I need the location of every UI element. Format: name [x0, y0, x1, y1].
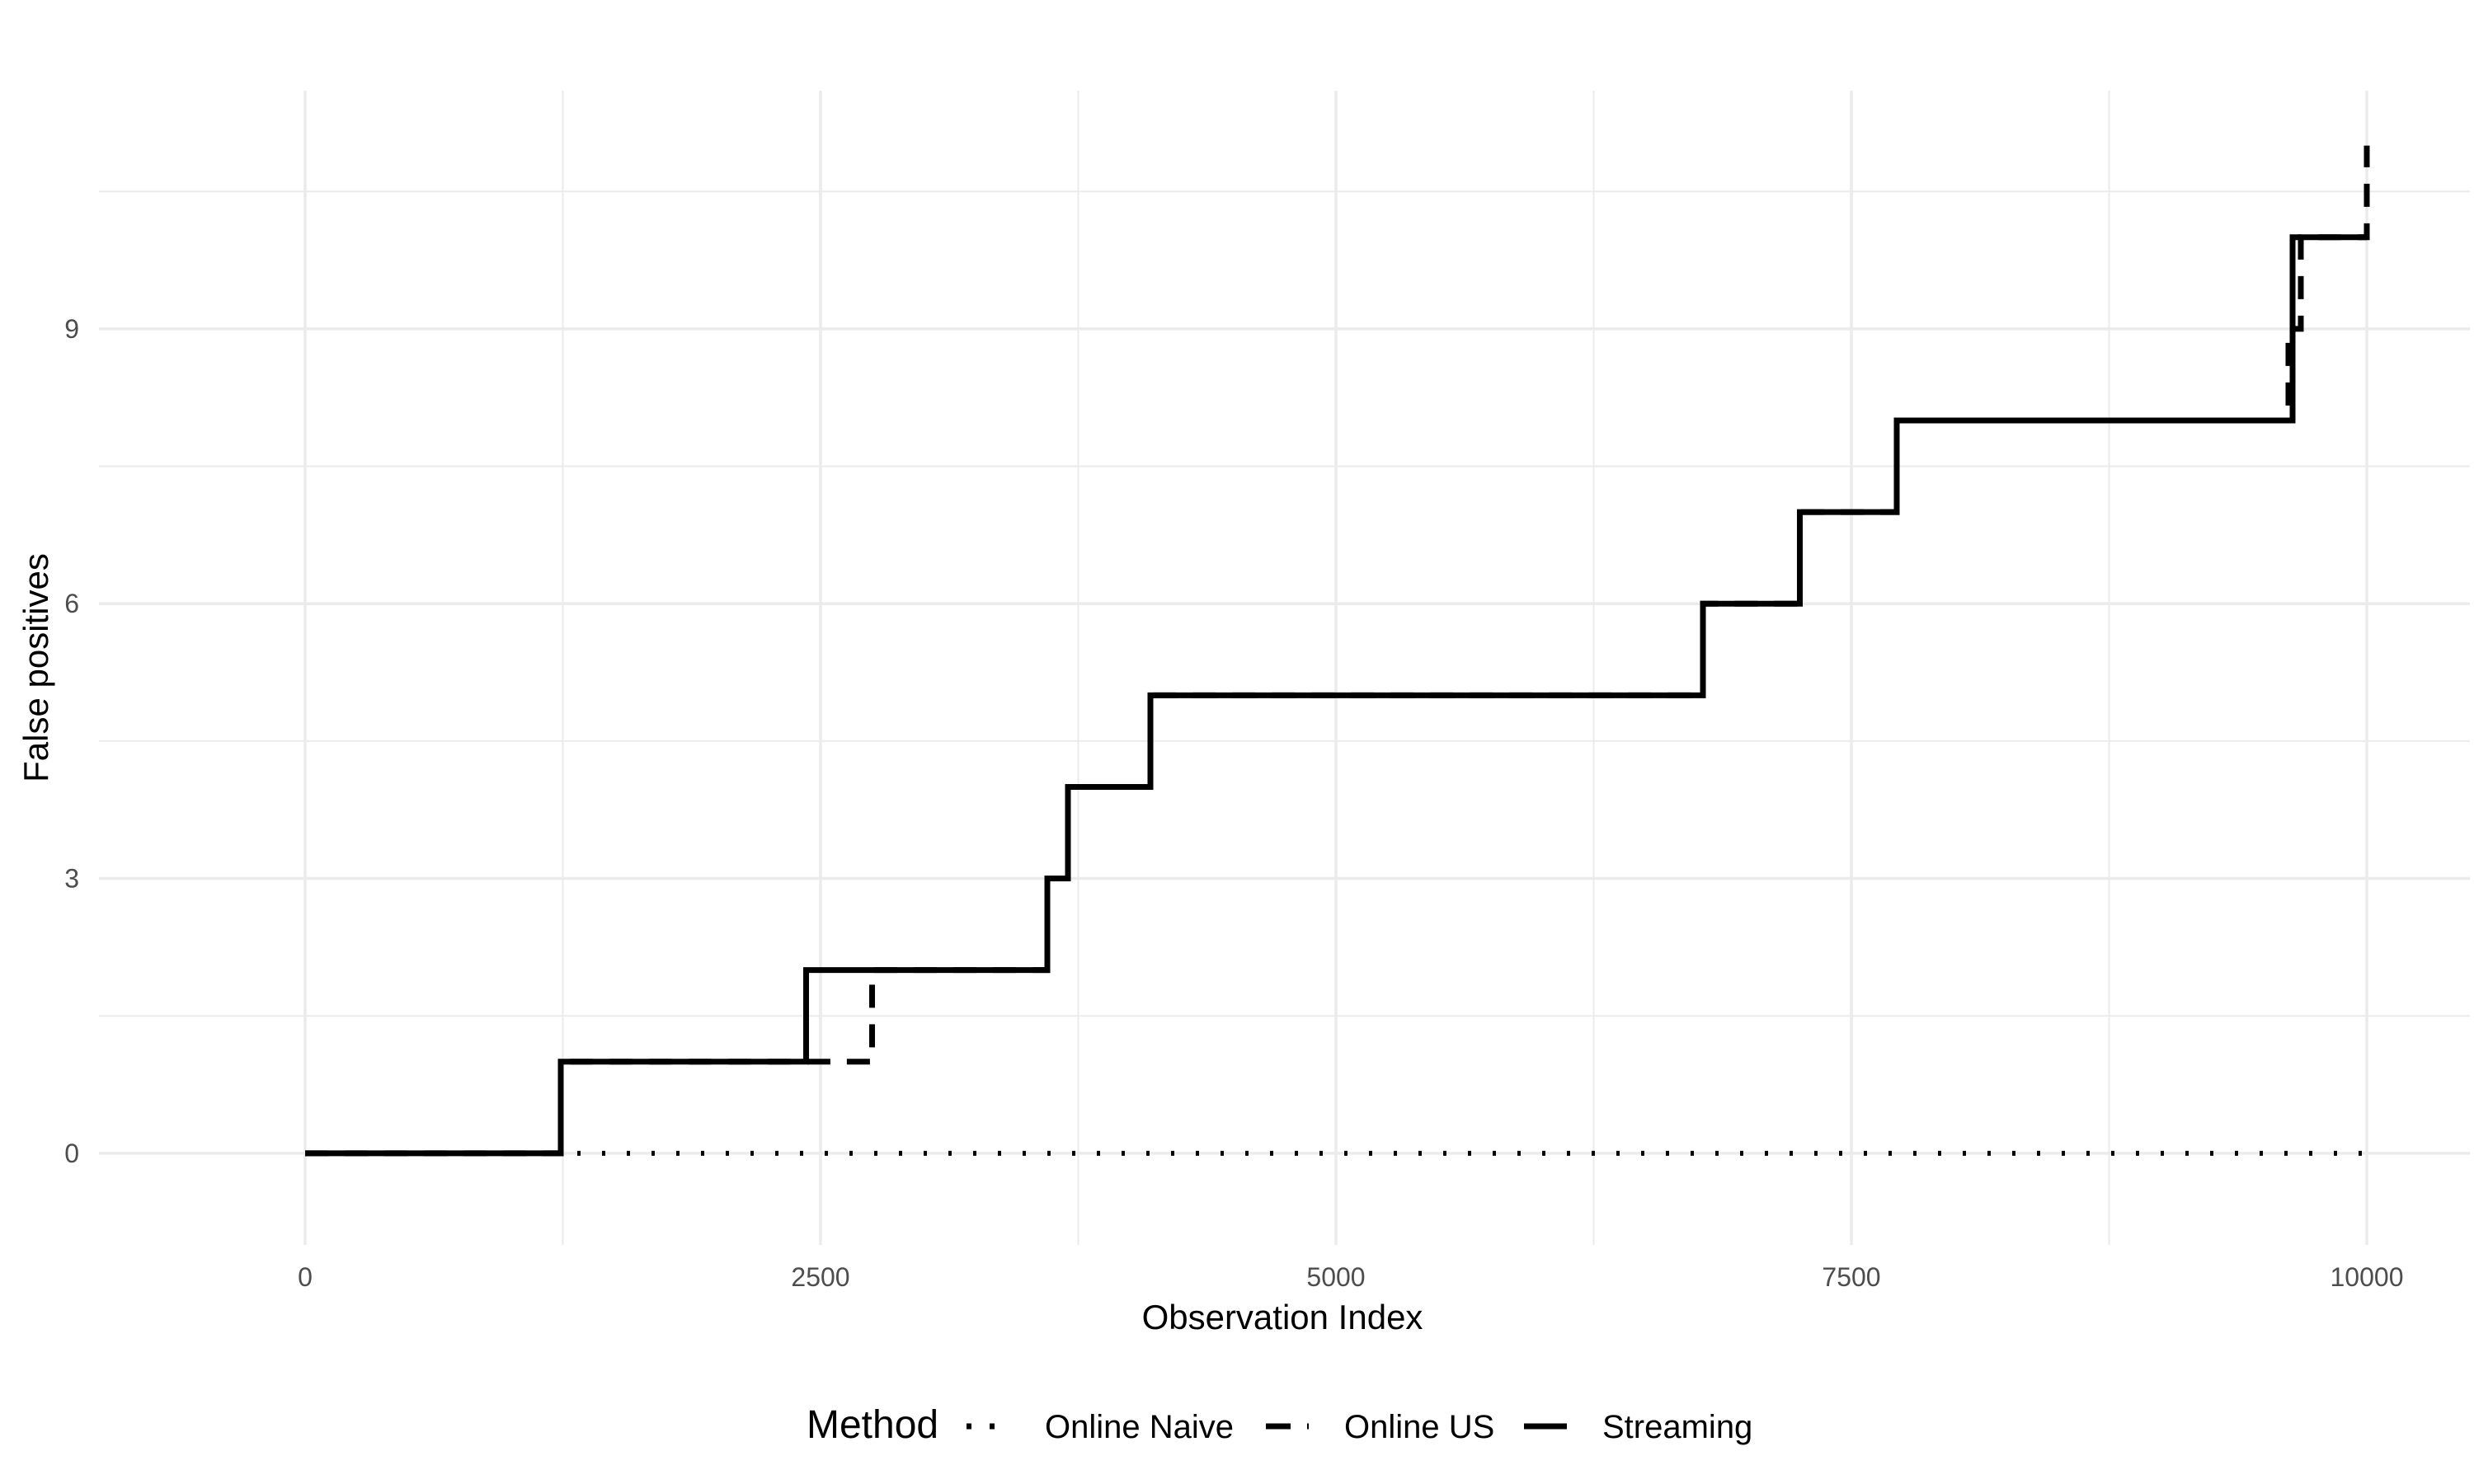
legend-label: Online Naive: [1045, 1409, 1234, 1445]
x-tick-label: 0: [298, 1262, 313, 1292]
y-tick-label: 6: [64, 589, 79, 618]
tick-labels: 0 2500 5000 7500 10000 0 3 6 9: [64, 314, 2403, 1292]
series-layer: [305, 145, 2370, 1157]
legend-label: Online US: [1344, 1409, 1494, 1445]
x-tick-label: 5000: [1306, 1262, 1365, 1292]
legend-label: Streaming: [1602, 1409, 1752, 1445]
x-tick-label: 2500: [791, 1262, 849, 1292]
x-tick-label: 7500: [1822, 1262, 1880, 1292]
grid: [99, 91, 2470, 1245]
y-axis-title: False positives: [16, 553, 55, 782]
y-tick-label: 0: [64, 1139, 79, 1168]
legend-title: Method: [807, 1403, 938, 1447]
series-line-streaming: [305, 234, 2367, 1157]
legend: Method Online Naive Online US Streaming: [807, 1403, 1752, 1447]
y-tick-label: 9: [64, 314, 79, 344]
x-tick-label: 10000: [2331, 1262, 2404, 1292]
x-axis-title: Observation Index: [1142, 1298, 1423, 1336]
y-tick-label: 3: [64, 864, 79, 894]
